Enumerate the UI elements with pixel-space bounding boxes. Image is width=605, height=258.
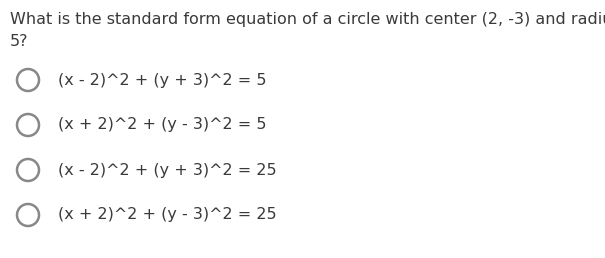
Text: What is the standard form equation of a circle with center (2, -3) and radius: What is the standard form equation of a … (10, 12, 605, 27)
Text: (x - 2)^2 + (y + 3)^2 = 25: (x - 2)^2 + (y + 3)^2 = 25 (58, 163, 276, 178)
Text: (x + 2)^2 + (y - 3)^2 = 25: (x + 2)^2 + (y - 3)^2 = 25 (58, 207, 276, 222)
Text: (x + 2)^2 + (y - 3)^2 = 5: (x + 2)^2 + (y - 3)^2 = 5 (58, 117, 266, 133)
Text: (x - 2)^2 + (y + 3)^2 = 5: (x - 2)^2 + (y + 3)^2 = 5 (58, 72, 266, 87)
Text: 5?: 5? (10, 34, 28, 49)
